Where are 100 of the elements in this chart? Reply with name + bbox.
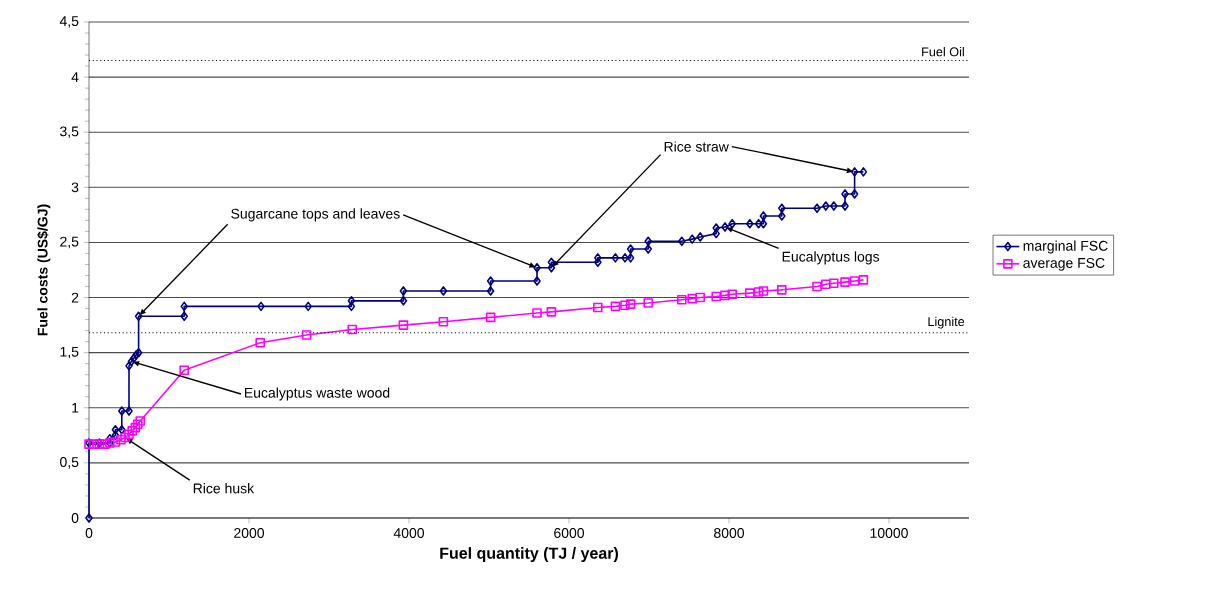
point	[812, 281, 822, 292]
point	[728, 218, 737, 229]
point	[546, 307, 557, 317]
point	[620, 300, 630, 311]
y-tick-label: 1	[72, 402, 79, 413]
point	[778, 211, 786, 221]
y-tick-label: 4	[71, 72, 79, 82]
point	[777, 285, 787, 295]
y-tick-label: 1,5	[60, 346, 79, 359]
y-axis-title: Fuel costs (US$/GJ)	[37, 204, 51, 336]
x-tick-label: 6000	[554, 528, 585, 538]
point	[643, 298, 653, 308]
point	[532, 308, 542, 318]
point	[830, 201, 838, 211]
point	[711, 291, 721, 302]
point	[125, 406, 133, 416]
y-tick-label: 0	[71, 513, 79, 523]
point	[859, 167, 868, 177]
point	[134, 347, 143, 358]
point	[125, 361, 133, 371]
y-tick-label: 2,5	[60, 236, 79, 249]
point	[486, 276, 495, 286]
annotation: Eucalyptus logs	[782, 251, 880, 265]
point	[106, 433, 114, 444]
x-tick-label: 4000	[393, 528, 425, 538]
point	[758, 286, 769, 296]
point	[644, 244, 653, 254]
point	[727, 289, 737, 300]
annotation: Rice straw	[664, 141, 729, 152]
point	[626, 253, 635, 263]
point	[745, 288, 755, 298]
point	[127, 356, 136, 367]
point	[594, 253, 602, 263]
point	[118, 406, 126, 416]
point	[849, 276, 860, 286]
point	[678, 236, 686, 247]
point	[677, 294, 687, 305]
point	[110, 437, 121, 447]
point	[100, 439, 110, 449]
point	[439, 286, 448, 296]
point	[625, 299, 636, 309]
ref-line-label: Lignite	[928, 316, 965, 329]
point	[759, 218, 768, 229]
point	[850, 167, 859, 177]
point	[759, 211, 768, 221]
point	[813, 203, 821, 214]
point	[626, 244, 635, 254]
point	[593, 302, 603, 313]
legend-label: marginal FSC	[1023, 240, 1108, 254]
point	[594, 257, 602, 268]
point	[712, 228, 720, 239]
point	[821, 279, 831, 290]
point	[533, 276, 541, 286]
point	[547, 262, 556, 273]
point	[621, 253, 629, 263]
point	[822, 201, 830, 211]
point	[610, 301, 621, 312]
point	[721, 222, 729, 232]
point	[720, 290, 730, 301]
point	[778, 203, 786, 214]
point	[179, 365, 190, 376]
point	[850, 189, 859, 199]
point	[135, 416, 146, 426]
point	[347, 301, 356, 312]
point	[746, 218, 754, 229]
y-tick-label: 3	[71, 182, 79, 193]
point	[257, 301, 265, 312]
point	[485, 312, 496, 323]
point	[120, 432, 130, 443]
annotation: Rice husk	[193, 483, 255, 494]
point	[712, 223, 720, 233]
point	[840, 277, 850, 287]
legend-label: average FSC	[1023, 257, 1105, 271]
point	[841, 189, 849, 199]
point	[85, 513, 93, 523]
point	[124, 429, 134, 440]
point	[695, 292, 706, 303]
point	[438, 316, 449, 327]
point	[644, 236, 653, 247]
point	[398, 320, 409, 330]
point	[858, 275, 869, 285]
point	[753, 287, 764, 297]
point	[611, 253, 620, 263]
point	[111, 430, 120, 441]
point	[180, 311, 188, 322]
annotation: Eucalyptus waste wood	[245, 387, 390, 401]
point	[399, 296, 408, 306]
point	[134, 311, 143, 322]
x-axis-title: Fuel quantity (TJ / year)	[440, 547, 618, 563]
point	[116, 434, 126, 445]
point	[118, 425, 126, 435]
point	[180, 301, 188, 312]
annotation: Sugarcane tops and leaves	[231, 208, 400, 222]
y-tick-label: 2	[71, 292, 79, 303]
point	[304, 301, 313, 312]
y-tick-label: 3,5	[60, 126, 79, 138]
point	[688, 234, 696, 244]
ref-line-label: Fuel Oil	[922, 47, 964, 57]
x-tick-label: 8000	[714, 528, 745, 538]
point	[486, 286, 495, 296]
